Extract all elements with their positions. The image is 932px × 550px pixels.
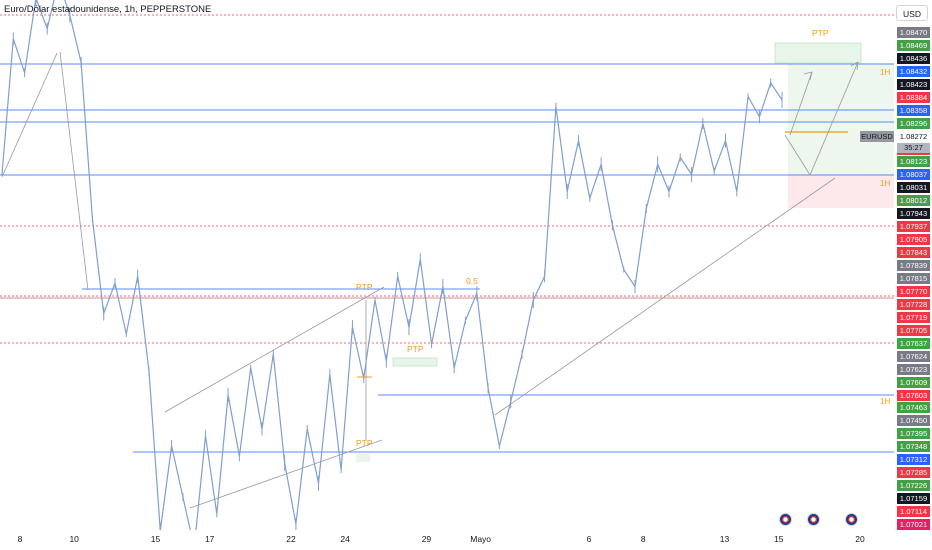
- date-label: 6: [586, 534, 592, 544]
- price-label: 1.07770: [897, 285, 930, 297]
- target-zone: [774, 42, 862, 64]
- date-label: 17: [204, 534, 215, 544]
- timeframe-tag: 1H: [880, 397, 891, 406]
- loss-zone: [788, 175, 894, 208]
- timeframe-tag: 1H: [880, 179, 891, 188]
- date-label: 20: [855, 534, 865, 544]
- date-label: 8: [640, 534, 646, 544]
- price-label: 1.08384: [897, 91, 930, 103]
- price-label: 1.07719: [897, 311, 930, 323]
- price-label: 1.07609: [897, 376, 930, 388]
- date-label: 22: [286, 534, 296, 544]
- price-label: 1.07943: [897, 208, 930, 220]
- date-label: 10: [69, 534, 79, 544]
- trendline: [59, 51, 89, 291]
- ptp-label: PTP: [407, 344, 424, 354]
- price-label: 1.08296: [897, 117, 930, 129]
- arrow-head: [850, 61, 859, 71]
- price-label: 1.07114: [897, 506, 930, 518]
- price-label: 1.07815: [897, 273, 930, 284]
- economic-event-icon[interactable]: [807, 513, 820, 526]
- ptp-label: PTP: [356, 282, 373, 292]
- price-label: 1.07603: [897, 389, 930, 401]
- price-label: 1.07226: [897, 480, 930, 492]
- price-label: 1.08012: [897, 195, 930, 207]
- date-label: 24: [340, 534, 350, 544]
- date-label: 8: [17, 534, 23, 544]
- ptp-label: PTP: [812, 28, 829, 38]
- date-label: 15: [150, 534, 161, 544]
- date-label: 15: [773, 534, 784, 544]
- price-label: 1.08436: [897, 52, 930, 64]
- price-label: 1.07623: [897, 363, 930, 375]
- price-label: 1.07728: [897, 298, 930, 310]
- price-label: 1.07348: [897, 441, 930, 453]
- chart-title: Euro/Dólar estadounidense, 1h, PEPPERSTO…: [4, 4, 212, 15]
- price-label: 1.08123: [897, 156, 930, 168]
- profit-zone: [788, 63, 894, 175]
- projection-arrow: [789, 71, 813, 136]
- price-label: 1.07624: [897, 350, 930, 362]
- price-label: 1.07937: [897, 221, 930, 233]
- price-label: 1.07839: [897, 260, 930, 272]
- time-axis[interactable]: [0, 530, 894, 550]
- price-label: 1.07395: [897, 428, 930, 440]
- price-label: 1.08423: [897, 78, 930, 90]
- projection-arrow: [784, 61, 859, 176]
- date-label: 29: [421, 534, 432, 544]
- price-label: 1.08432: [897, 65, 930, 77]
- timeframe-tag: 1H: [880, 68, 891, 77]
- trendline: [164, 286, 385, 413]
- symbol-tag: EURUSD: [860, 131, 894, 142]
- price-label: 1.07285: [897, 467, 930, 479]
- fib-label: 0.5: [466, 276, 478, 286]
- price-label: 1.07905: [897, 234, 930, 246]
- date-label: Mayo: [470, 534, 492, 544]
- price-label: 1.07705: [897, 324, 930, 336]
- date-label: 13: [719, 534, 730, 544]
- price-label: 1.07312: [897, 454, 930, 466]
- bar-countdown: 35:27: [897, 143, 930, 153]
- price-label: 1.08470: [897, 27, 930, 38]
- price-label: 1.08358: [897, 104, 930, 116]
- price-line: [1, 0, 783, 530]
- price-label: 1.08272: [899, 131, 928, 141]
- price-label: 1.07159: [897, 493, 930, 505]
- economic-event-icon[interactable]: [779, 513, 792, 526]
- trendline: [1, 52, 58, 178]
- price-label: 1.08037: [897, 169, 930, 181]
- arrow-head: [803, 71, 813, 81]
- trendline: [189, 439, 383, 509]
- price-label: 1.08469: [897, 39, 930, 51]
- currency-button[interactable]: USD: [896, 5, 928, 21]
- ptp-box: [392, 357, 438, 367]
- price-label: 1.07450: [897, 415, 930, 427]
- price-label: 1.07843: [897, 247, 930, 259]
- economic-event-icon[interactable]: [845, 513, 858, 526]
- price-label: 1.08031: [897, 182, 930, 194]
- price-label: 1.07021: [897, 519, 930, 530]
- price-label: 1.07463: [897, 402, 930, 414]
- price-label: 1.07637: [897, 337, 930, 349]
- ptp-box: [356, 454, 370, 462]
- trendline: [494, 177, 836, 416]
- price-chart[interactable]: [0, 0, 894, 530]
- ptp-label: PTP: [356, 438, 373, 448]
